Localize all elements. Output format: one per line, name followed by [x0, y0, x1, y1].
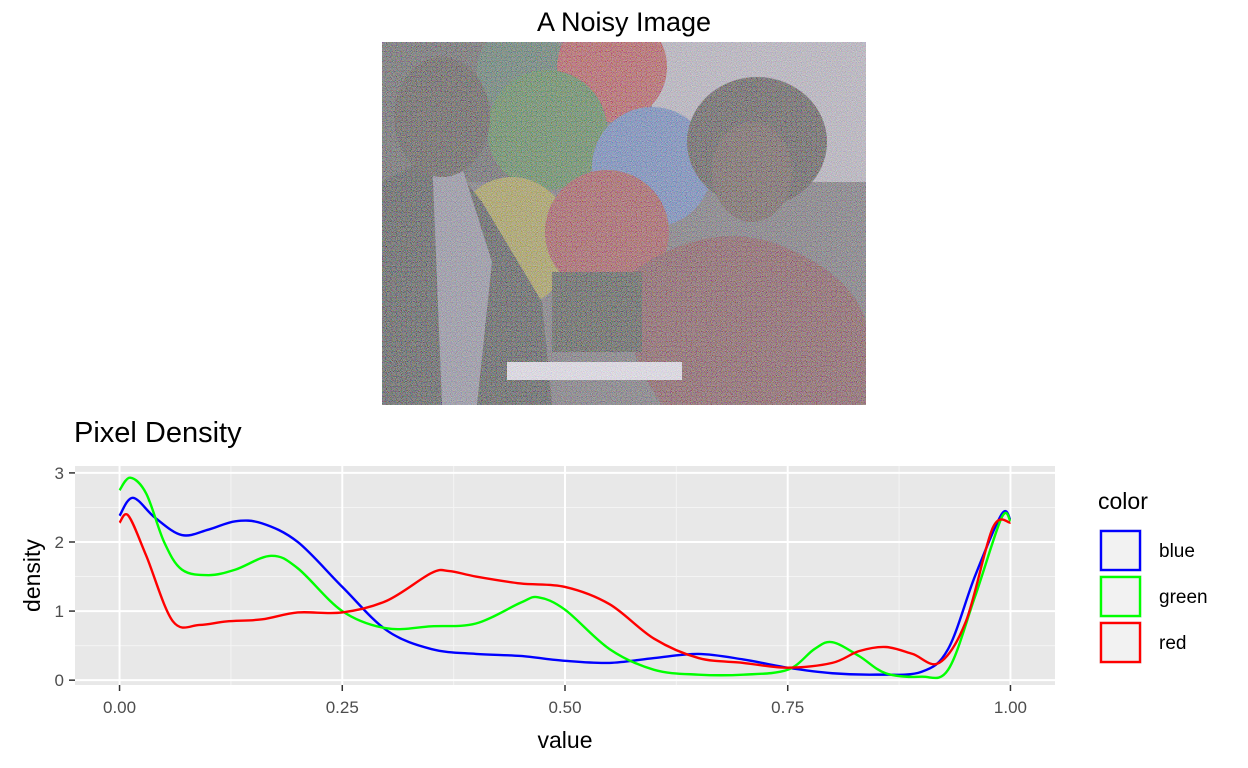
legend-key-green — [1099, 575, 1142, 618]
legend-key-red — [1099, 621, 1142, 664]
legend: color blue green red — [1098, 488, 1208, 664]
x-axis-title: value — [538, 727, 593, 753]
legend-label-blue: blue — [1159, 541, 1195, 562]
legend-label-red: red — [1159, 633, 1186, 654]
series-line-blue — [118, 496, 1012, 676]
legend-title: color — [1098, 488, 1148, 514]
legend-key-blue — [1099, 529, 1142, 572]
series-line-green — [118, 476, 1012, 680]
x-tick-label: 0.00 — [103, 698, 136, 717]
x-tick-label: 0.75 — [771, 698, 804, 717]
legend-key-bg — [1099, 621, 1142, 664]
series-line-red — [118, 513, 1011, 669]
axes: 0.00 0.25 0.50 0.75 1.00 0 1 2 3 — [55, 464, 1027, 717]
series-lines — [118, 476, 1012, 680]
x-tick-label: 1.00 — [994, 698, 1027, 717]
grid-lines — [75, 466, 1055, 685]
chart-title: Pixel Density — [74, 417, 242, 449]
y-tick-label: 1 — [55, 602, 64, 621]
y-axis-title: density — [19, 539, 45, 612]
legend-label-green: green — [1159, 587, 1208, 608]
x-tick-label: 0.50 — [548, 698, 581, 717]
noisy-photo — [382, 42, 866, 405]
y-tick-label: 0 — [55, 671, 64, 690]
y-tick-label: 3 — [55, 464, 64, 483]
legend-key-bg — [1099, 575, 1142, 618]
y-tick-label: 2 — [55, 533, 64, 552]
legend-key-bg — [1099, 529, 1142, 572]
image-title: A Noisy Image — [536, 7, 712, 37]
x-tick-label: 0.25 — [326, 698, 359, 717]
